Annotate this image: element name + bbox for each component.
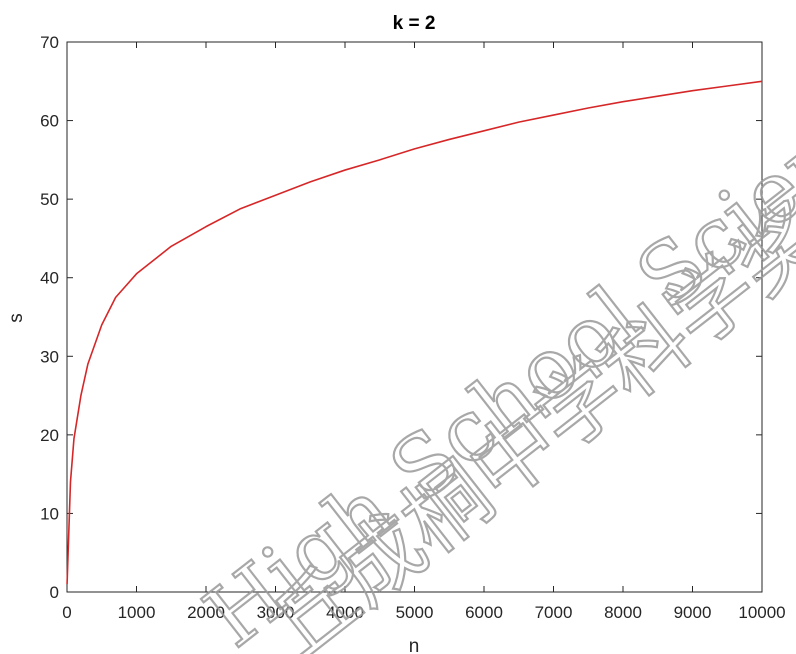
series-line	[66, 80, 763, 585]
chart-title: k = 2	[393, 13, 436, 34]
x-tick-label: 9000	[674, 603, 712, 622]
x-axis-label: n	[409, 636, 420, 654]
x-tick-label: 4000	[326, 603, 364, 622]
y-tick-label: 10	[40, 504, 59, 523]
plot-area	[66, 41, 763, 593]
y-tick-label: 60	[40, 112, 59, 131]
y-tick-label: 30	[40, 347, 59, 366]
x-tick-label: 6000	[465, 603, 503, 622]
x-tick-label: 7000	[535, 603, 573, 622]
x-tick-label: 3000	[257, 603, 295, 622]
y-axis-label: s	[6, 313, 27, 323]
x-tick-label: 8000	[604, 603, 642, 622]
x-tick-label: 2000	[187, 603, 225, 622]
y-tick-label: 0	[50, 583, 59, 602]
x-tick-label: 10000	[738, 603, 785, 622]
y-tick-label: 40	[40, 269, 59, 288]
x-tick-label: 1000	[118, 603, 156, 622]
x-tick-label: 0	[62, 603, 71, 622]
y-tick-label: 70	[40, 33, 59, 52]
y-tick-label: 20	[40, 426, 59, 445]
x-tick-label: 5000	[396, 603, 434, 622]
y-tick-label: 50	[40, 190, 59, 209]
